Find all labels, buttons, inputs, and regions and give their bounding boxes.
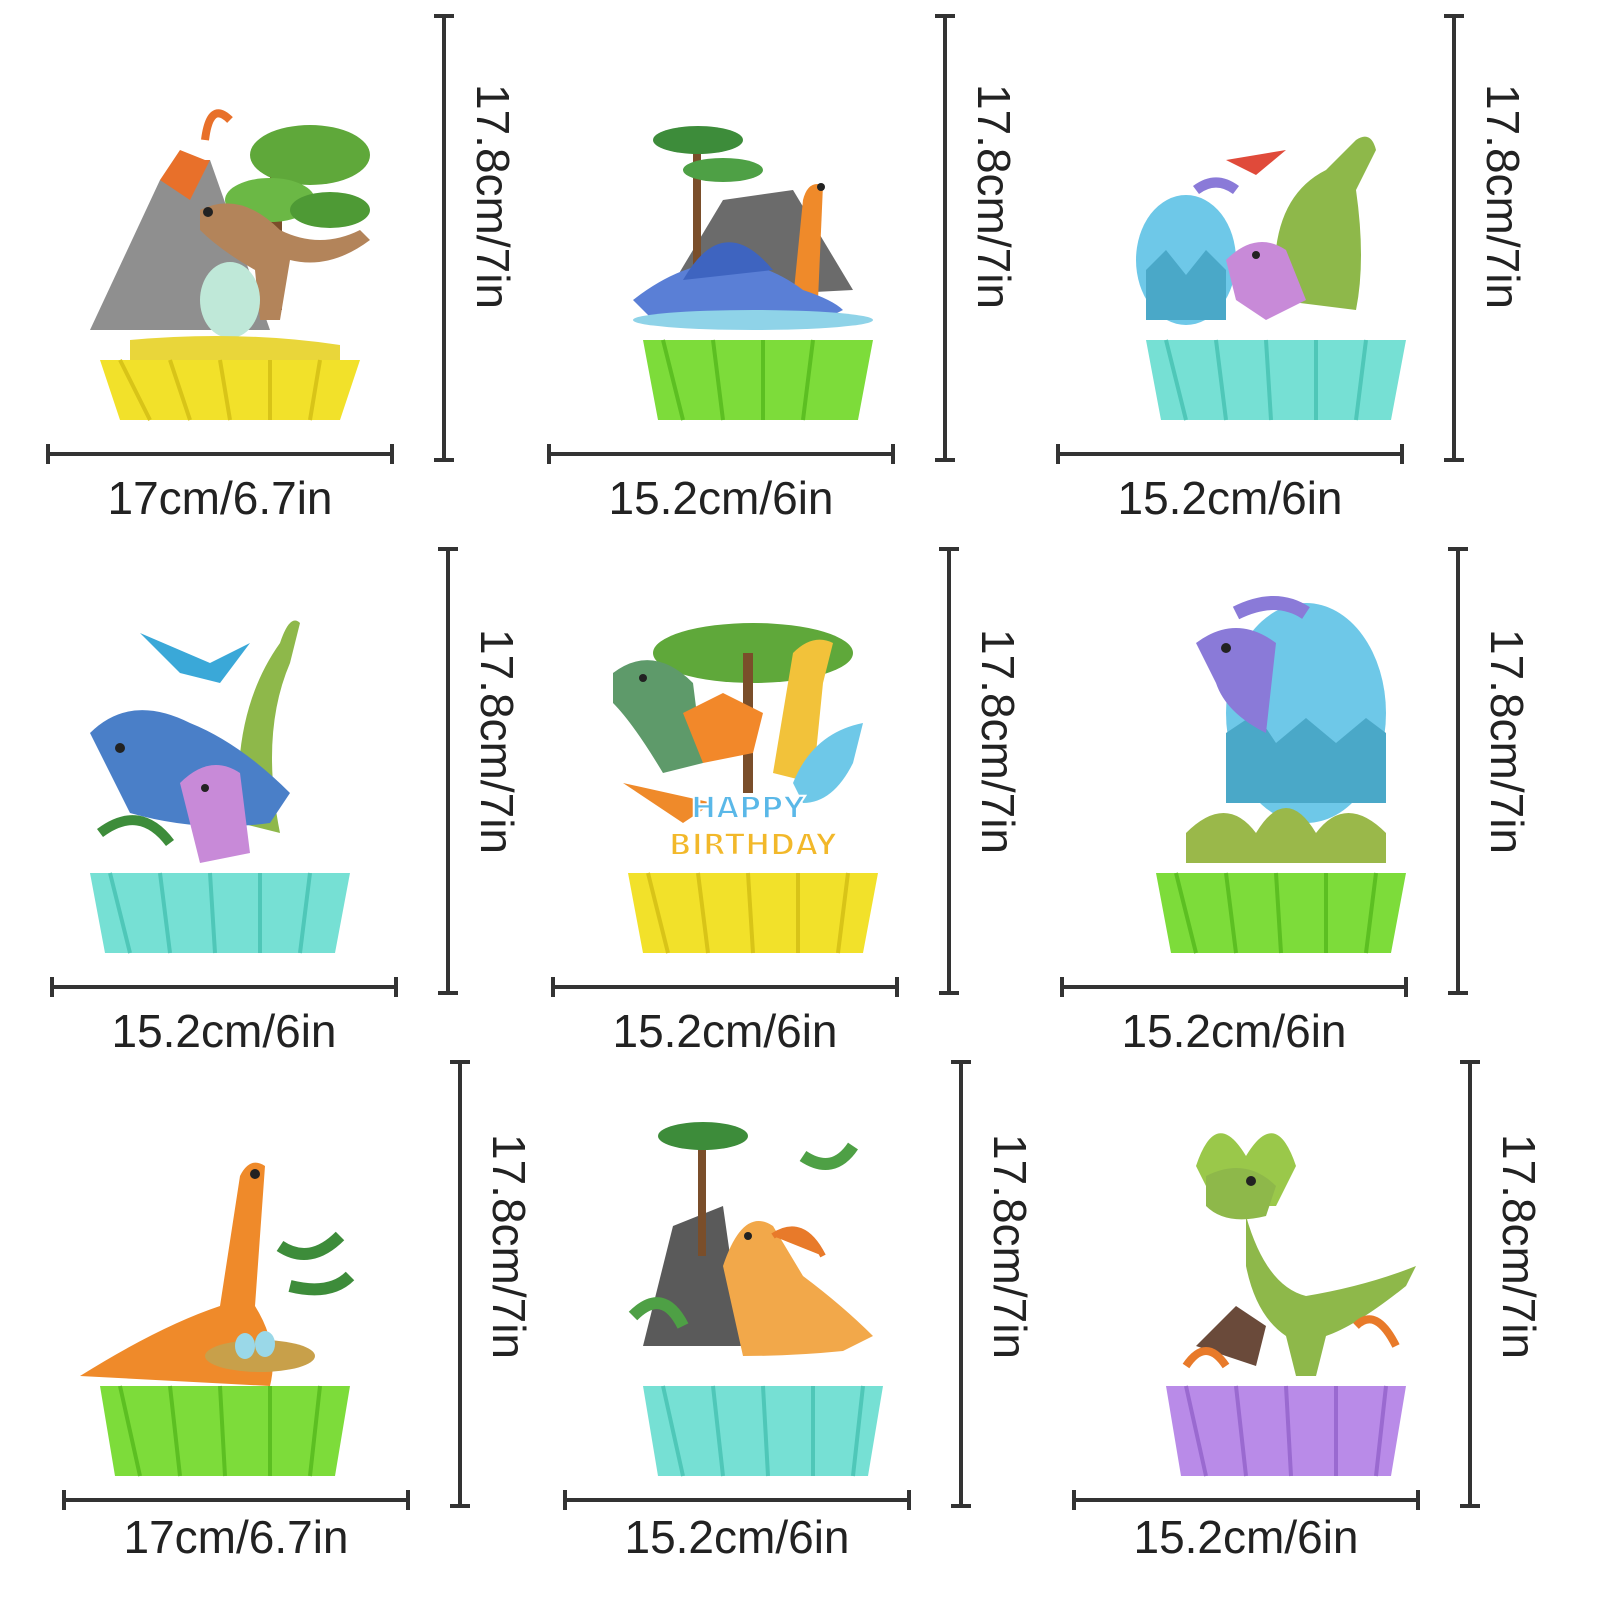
- height-dimension-line: [1460, 1060, 1480, 1508]
- height-label: 17.8cm/7in: [471, 629, 523, 855]
- width-dimension-line: [46, 444, 394, 464]
- dilophosaurus-illustration: [1166, 1133, 1416, 1477]
- width-dimension-line: [563, 1490, 911, 1510]
- product-cell-7: 17cm/6.7in 17.8cm/7in: [0, 1060, 535, 1599]
- height-dimension-line: [1444, 14, 1464, 462]
- width-label: 15.2cm/6in: [608, 472, 834, 524]
- height-label: 17.8cm/7in: [1493, 1134, 1545, 1360]
- height-label: 17.8cm/7in: [968, 84, 1020, 310]
- width-dimension-line: [1072, 1490, 1420, 1510]
- happy-text: HAPPY: [691, 791, 806, 826]
- birthday-text: BIRTHDAY: [669, 828, 839, 863]
- width-label: 15.2cm/6in: [1117, 472, 1343, 524]
- pterodactyl-triceratops-illustration: [90, 620, 350, 954]
- width-label: 15.2cm/6in: [1133, 1511, 1359, 1563]
- width-dimension-line: [62, 1490, 410, 1510]
- height-label: 17.8cm/7in: [467, 84, 519, 310]
- product-cell-2: 15.2cm/6in 17.8cm/7in: [533, 0, 1066, 533]
- brachiosaurus-nest-illustration: [80, 1162, 355, 1477]
- happy-birthday-illustration: HAPPY BIRTHDAY: [613, 623, 878, 954]
- product-cell-4: 15.2cm/6in 17.8cm/7in: [0, 533, 533, 1066]
- height-dimension-line: [434, 14, 454, 462]
- jungle-spinosaurus-illustration: [628, 1122, 883, 1477]
- width-label: 15.2cm/6in: [612, 1005, 838, 1057]
- height-label: 17.8cm/7in: [972, 629, 1024, 855]
- product-cell-5: HAPPY BIRTHDAY 15.2cm/6in 17.8cm/7in: [533, 533, 1066, 1066]
- height-label: 17.8cm/7in: [483, 1134, 535, 1360]
- height-dimension-line: [1448, 547, 1468, 995]
- hatching-egg-illustration: [1156, 596, 1406, 954]
- width-label: 15.2cm/6in: [111, 1005, 337, 1057]
- width-label: 17cm/6.7in: [123, 1511, 349, 1563]
- width-dimension-line: [1056, 444, 1404, 464]
- palm-stegosaur-illustration: [633, 126, 873, 421]
- product-cell-1: 17cm/6.7in 17.8cm/7in: [0, 0, 533, 533]
- product-cell-8: 15.2cm/6in 17.8cm/7in: [533, 1060, 1066, 1599]
- width-dimension-line: [547, 444, 895, 464]
- egg-triceratops-illustration: [1136, 136, 1406, 421]
- height-label: 17.8cm/7in: [1481, 629, 1533, 855]
- height-dimension-line: [951, 1060, 971, 1508]
- product-cell-6: 15.2cm/6in 17.8cm/7in: [1060, 533, 1599, 1066]
- width-dimension-line: [50, 977, 398, 997]
- height-dimension-line: [939, 547, 959, 995]
- height-label: 17.8cm/7in: [984, 1134, 1036, 1360]
- width-dimension-line: [551, 977, 899, 997]
- width-label: 15.2cm/6in: [1121, 1005, 1347, 1057]
- width-label: 17cm/6.7in: [107, 472, 333, 524]
- product-cell-3: 15.2cm/6in 17.8cm/7in: [1056, 0, 1599, 533]
- width-dimension-line: [1060, 977, 1408, 997]
- volcano-trex-illustration: [90, 109, 370, 421]
- product-cell-9: 15.2cm/6in 17.8cm/7in: [1066, 1060, 1599, 1599]
- height-dimension-line: [935, 14, 955, 462]
- height-dimension-line: [438, 547, 458, 995]
- height-dimension-line: [450, 1060, 470, 1508]
- width-label: 15.2cm/6in: [624, 1511, 850, 1563]
- height-label: 17.8cm/7in: [1477, 84, 1529, 310]
